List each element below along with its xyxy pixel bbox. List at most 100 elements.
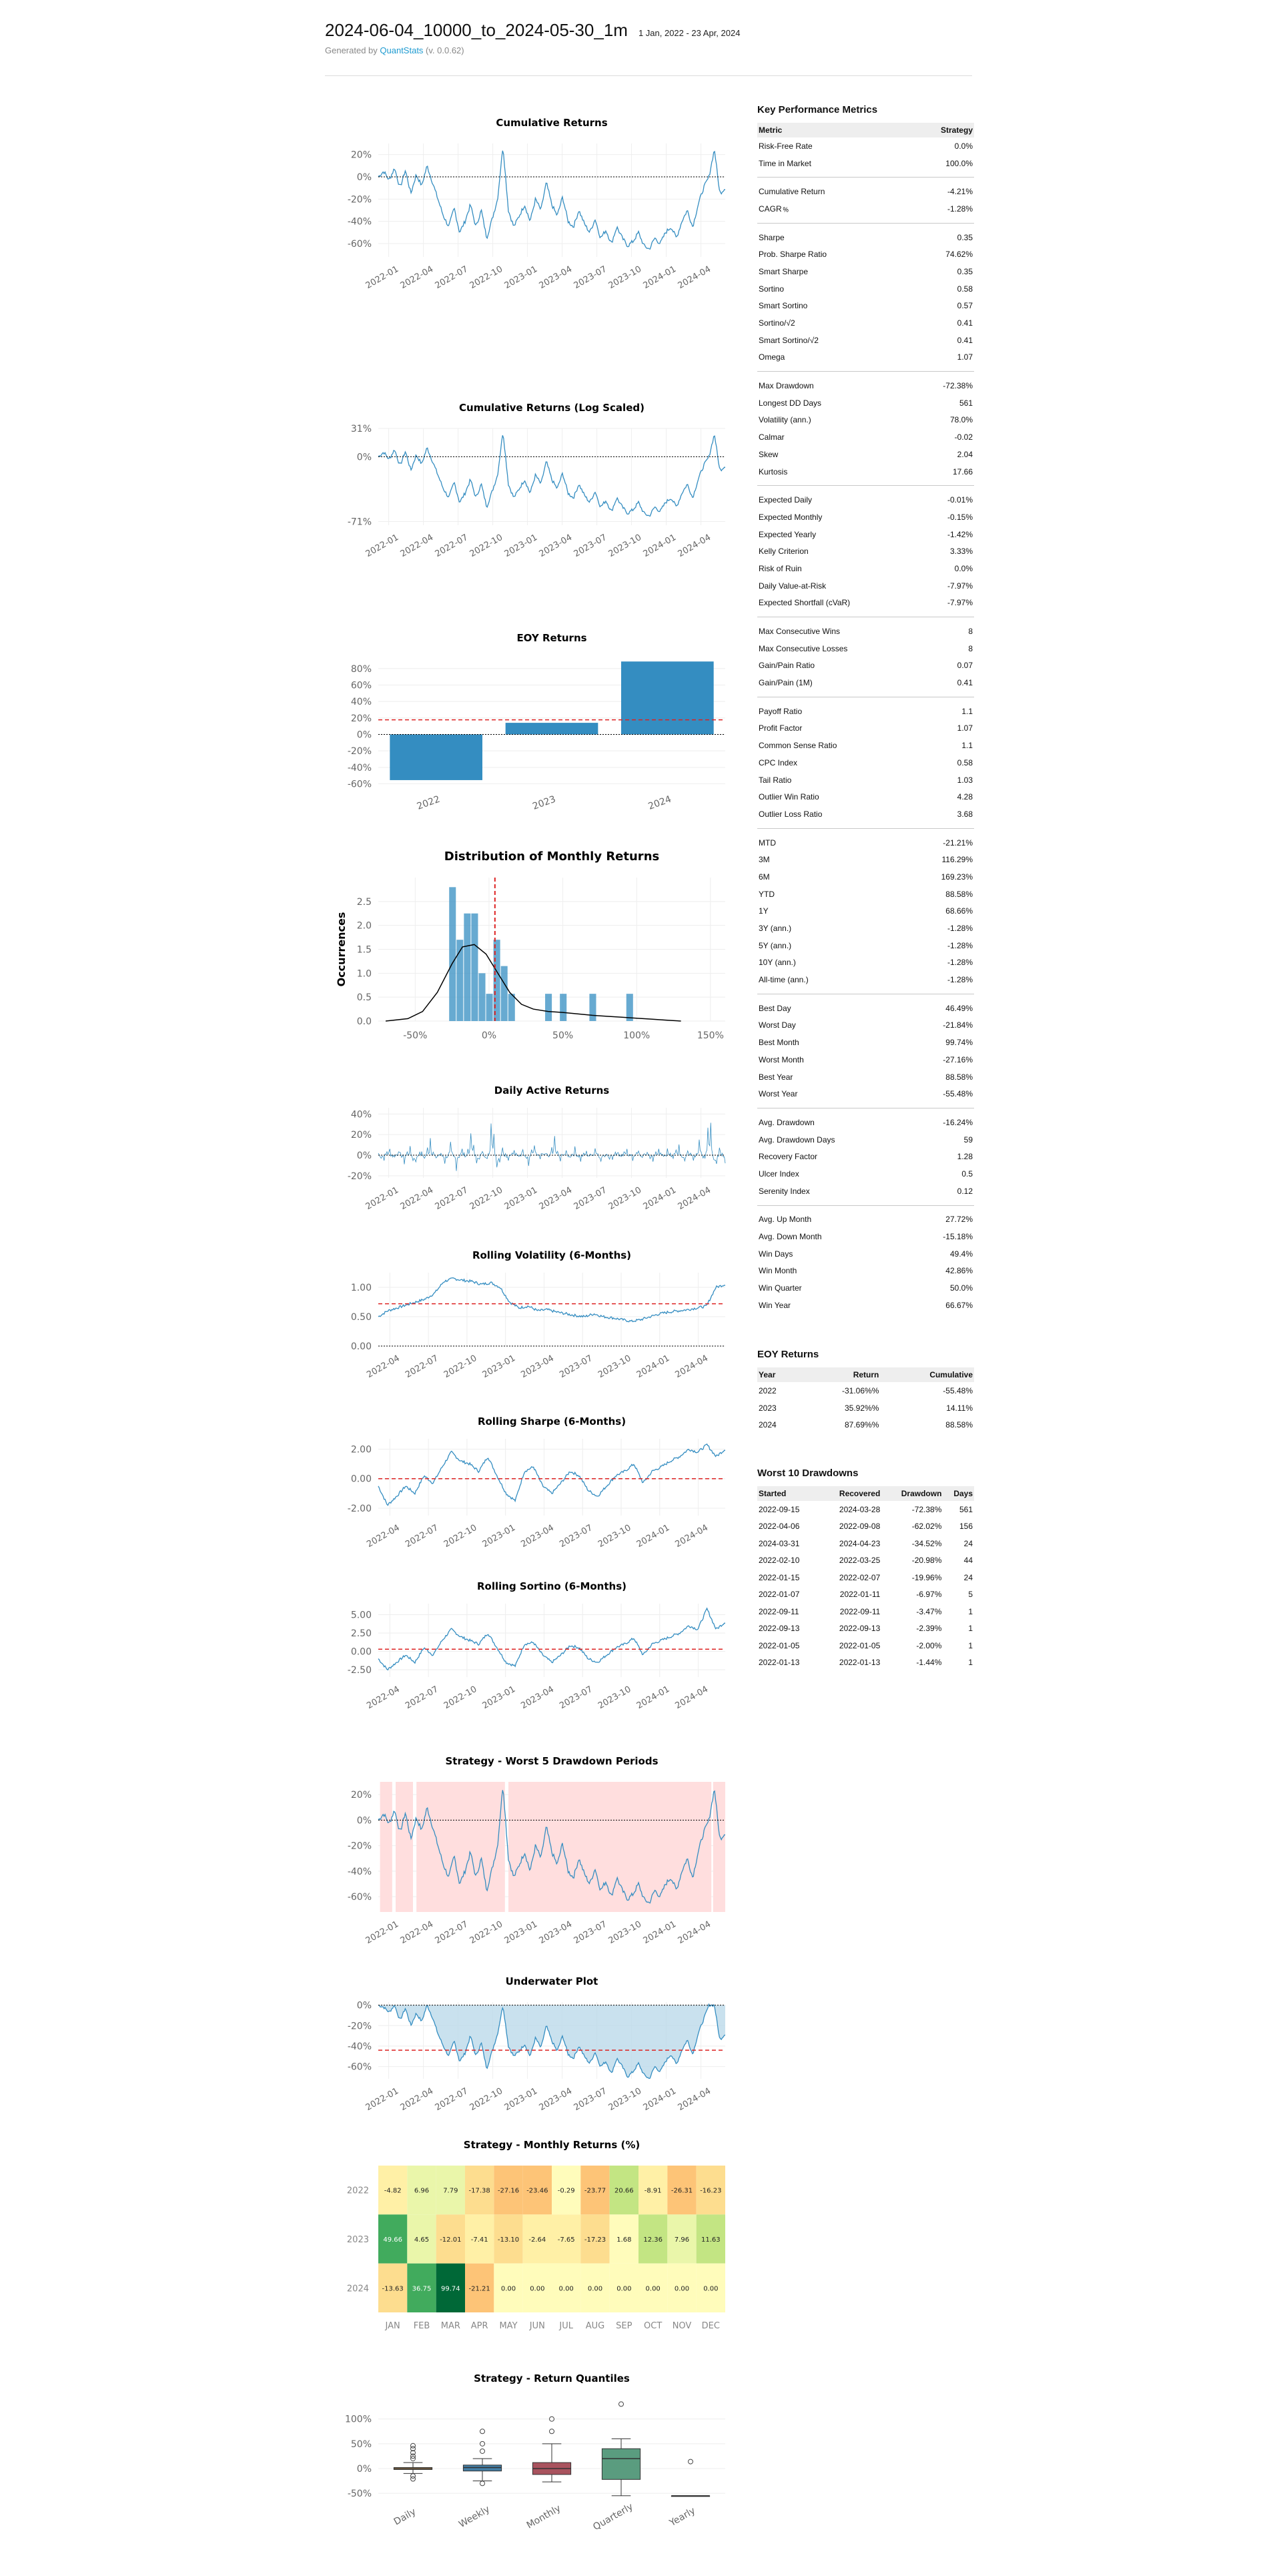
box-outlier: [480, 2441, 485, 2447]
metrics-title: Key Performance Metrics: [757, 104, 878, 115]
x-tick-label: Yearly: [667, 2505, 697, 2529]
heatmap-cell-label: -23.77: [584, 2188, 606, 2195]
heatmap-cell-label: -2.64: [528, 2236, 546, 2244]
x-tick-label: 2023-10: [596, 1353, 633, 1380]
histogram-bar: [486, 994, 493, 1021]
metric-name: Sharpe: [759, 232, 785, 242]
metric-separator: [757, 172, 974, 183]
x-tick-label: 2023-01: [481, 1523, 518, 1550]
x-tick-label: 2023-10: [607, 533, 644, 559]
y-tick-label: -20%: [348, 1841, 372, 1852]
heatmap-cell-label: 12.36: [643, 2236, 663, 2244]
metric-row: Ulcer Index 0.5: [757, 1165, 974, 1183]
drawdown-shade: [380, 1782, 392, 1912]
heatmap-cell-label: 4.65: [414, 2236, 429, 2244]
metric-name: Time in Market: [759, 158, 811, 168]
chart-rsharpe: Rolling Sharpe (6-Months) 2.00 0.00 -2.00 20…: [325, 1409, 739, 1569]
x-tick-label: 2022-01: [364, 1185, 401, 1212]
drawdown-shade: [416, 1782, 505, 1912]
quantstats-link[interactable]: QuantStats: [380, 45, 424, 55]
metric-row: Win Year 66.67%: [757, 1297, 974, 1314]
y-tick-label: 2.00: [351, 1444, 372, 1455]
metric-value: -1.28%: [947, 924, 973, 934]
heatmap-cell: [465, 2166, 494, 2215]
metric-row: Sharpe 0.35: [757, 229, 974, 246]
chart-title: Underwater Plot: [506, 1975, 598, 1987]
heatmap-cell: [465, 2214, 494, 2264]
x-tick-label: 2023-04: [519, 1684, 556, 1711]
x-tick-label: 2022-10: [442, 1353, 479, 1380]
x-tick-label: 2022-07: [404, 1684, 440, 1711]
metric-value: -4.21%: [947, 187, 973, 197]
metric-name: Max Consecutive Losses: [759, 643, 848, 653]
table-cell: 24: [963, 1538, 973, 1548]
table-row: 2023 35.92%% 14.11%: [757, 1399, 974, 1417]
metric-row: Risk of Ruin 0.0%: [757, 560, 974, 577]
metric-value: 99.74%: [945, 1038, 973, 1048]
report-header: 2024-06-04_10000_to_2024-05-30_1m 1 Jan, …: [325, 20, 972, 76]
metric-row: Gain/Pain Ratio 0.07: [757, 657, 974, 675]
histogram-bar: [493, 940, 500, 1021]
heatmap-cell-label: -13.63: [382, 2285, 404, 2292]
heatmap-col-label: APR: [471, 2321, 488, 2331]
y-tick-label: -20%: [348, 2021, 372, 2031]
metric-name: Serenity Index: [759, 1186, 810, 1196]
chart-svg: Strategy - Worst 5 Drawdown Periods 20% 0%…: [348, 1755, 726, 1946]
metric-row: Gain/Pain (1M) 0.41: [757, 674, 974, 691]
y-tick-label: -71%: [348, 517, 372, 528]
metric-value: 1.28: [957, 1152, 973, 1162]
box-outlier: [549, 2416, 554, 2422]
x-tick-label: 2022-07: [434, 264, 470, 291]
metric-name: Calmar: [759, 432, 785, 442]
heatmap-cell: [522, 2166, 552, 2215]
y-tick-label: 0.00: [351, 1341, 372, 1352]
y-tick-label: 1.0: [357, 968, 372, 979]
y-tick-label: -60%: [348, 2062, 372, 2073]
metric-row: YTD 88.58%: [757, 886, 974, 903]
heatmap-cell: [609, 2166, 638, 2215]
metric-row: All-time (ann.) -1.28%: [757, 971, 974, 988]
box-outlier: [618, 2401, 624, 2407]
x-tick-label: 2022-04: [365, 1353, 402, 1380]
x-tick-label: 2022-04: [399, 1919, 436, 1946]
x-tick-label: 100%: [623, 1030, 650, 1041]
heatmap-cell: [667, 2263, 697, 2312]
y-tick-label: -40%: [348, 217, 372, 228]
metric-value: 0.57: [957, 301, 973, 311]
x-tick-label: 2024-04: [677, 1919, 713, 1946]
metric-name: Smart Sharpe: [759, 266, 809, 276]
heatmap-cell: [378, 2263, 408, 2312]
metric-value: 561: [959, 398, 973, 408]
metric-name: Gain/Pain (1M): [759, 678, 813, 688]
x-tick-label: 2022-01: [364, 1919, 401, 1946]
drawdown-shade: [396, 1782, 413, 1912]
metric-separator: [757, 366, 974, 377]
heatmap-cell: [552, 2166, 581, 2215]
y-tick-label: 20%: [351, 1790, 372, 1801]
y-tick-label: -20%: [348, 746, 372, 757]
heatmap-col-label: JUN: [529, 2321, 545, 2331]
heatmap-cell-label: 7.96: [675, 2236, 689, 2244]
eoy-table: Year Return Cumulative 2022 -31.06%% -55.48%…: [757, 1367, 974, 1433]
table-cell: 2022-09-11: [839, 1606, 881, 1616]
x-tick-label: 2024-01: [642, 533, 679, 559]
heatmap-cell-label: 20.66: [614, 2188, 634, 2195]
chart-svg: Strategy - Return Quantiles 100% 50% 0% -50%…: [345, 2372, 725, 2533]
x-tick-label: 2023-01: [481, 1684, 518, 1711]
histogram-bar: [626, 994, 633, 1021]
x-tick-label: 2022-10: [468, 1185, 505, 1212]
metric-name: CPC Index: [759, 757, 798, 767]
histogram-bar: [464, 913, 471, 1021]
metric-row: Outlier Loss Ratio 3.68: [757, 806, 974, 823]
heatmap-cell: [465, 2263, 494, 2312]
heatmap-col-label: MAY: [499, 2321, 517, 2331]
metric-name: Smart Sortino/√2: [759, 335, 819, 345]
table-cell: 156: [959, 1522, 973, 1532]
metric-value: 4.28: [957, 792, 973, 802]
heatmap-cell: [638, 2263, 668, 2312]
heatmap-cell-label: 0.00: [530, 2285, 544, 2292]
metric-value: 0.0%: [954, 141, 973, 151]
y-tick-label: -2.00: [348, 1504, 372, 1514]
table-row: 2022-09-11 2022-09-11 -3.47% 1: [757, 1603, 974, 1620]
chart-title: Strategy - Return Quantiles: [474, 2372, 630, 2384]
